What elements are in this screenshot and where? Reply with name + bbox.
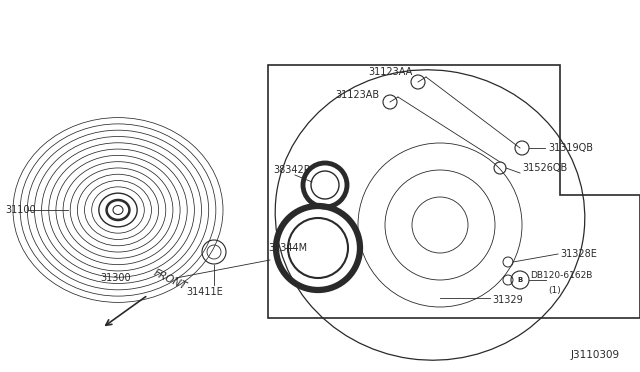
Text: 31328E: 31328E bbox=[560, 249, 597, 259]
Text: 31100: 31100 bbox=[5, 205, 36, 215]
Text: FRONT: FRONT bbox=[152, 268, 188, 292]
Text: J3110309: J3110309 bbox=[571, 350, 620, 360]
Text: 38342P: 38342P bbox=[273, 165, 310, 175]
Text: 31300: 31300 bbox=[100, 273, 131, 283]
Text: 31344M: 31344M bbox=[268, 243, 307, 253]
Text: (1): (1) bbox=[548, 285, 561, 295]
Text: 31319QB: 31319QB bbox=[548, 143, 593, 153]
Text: 31123AA: 31123AA bbox=[368, 67, 412, 77]
Text: 31123AB: 31123AB bbox=[335, 90, 379, 100]
Text: B: B bbox=[517, 277, 523, 283]
Text: 31329: 31329 bbox=[492, 295, 523, 305]
Text: DB120-6162B: DB120-6162B bbox=[530, 272, 593, 280]
Text: 31526QB: 31526QB bbox=[522, 163, 567, 173]
Text: 31411E: 31411E bbox=[186, 287, 223, 297]
